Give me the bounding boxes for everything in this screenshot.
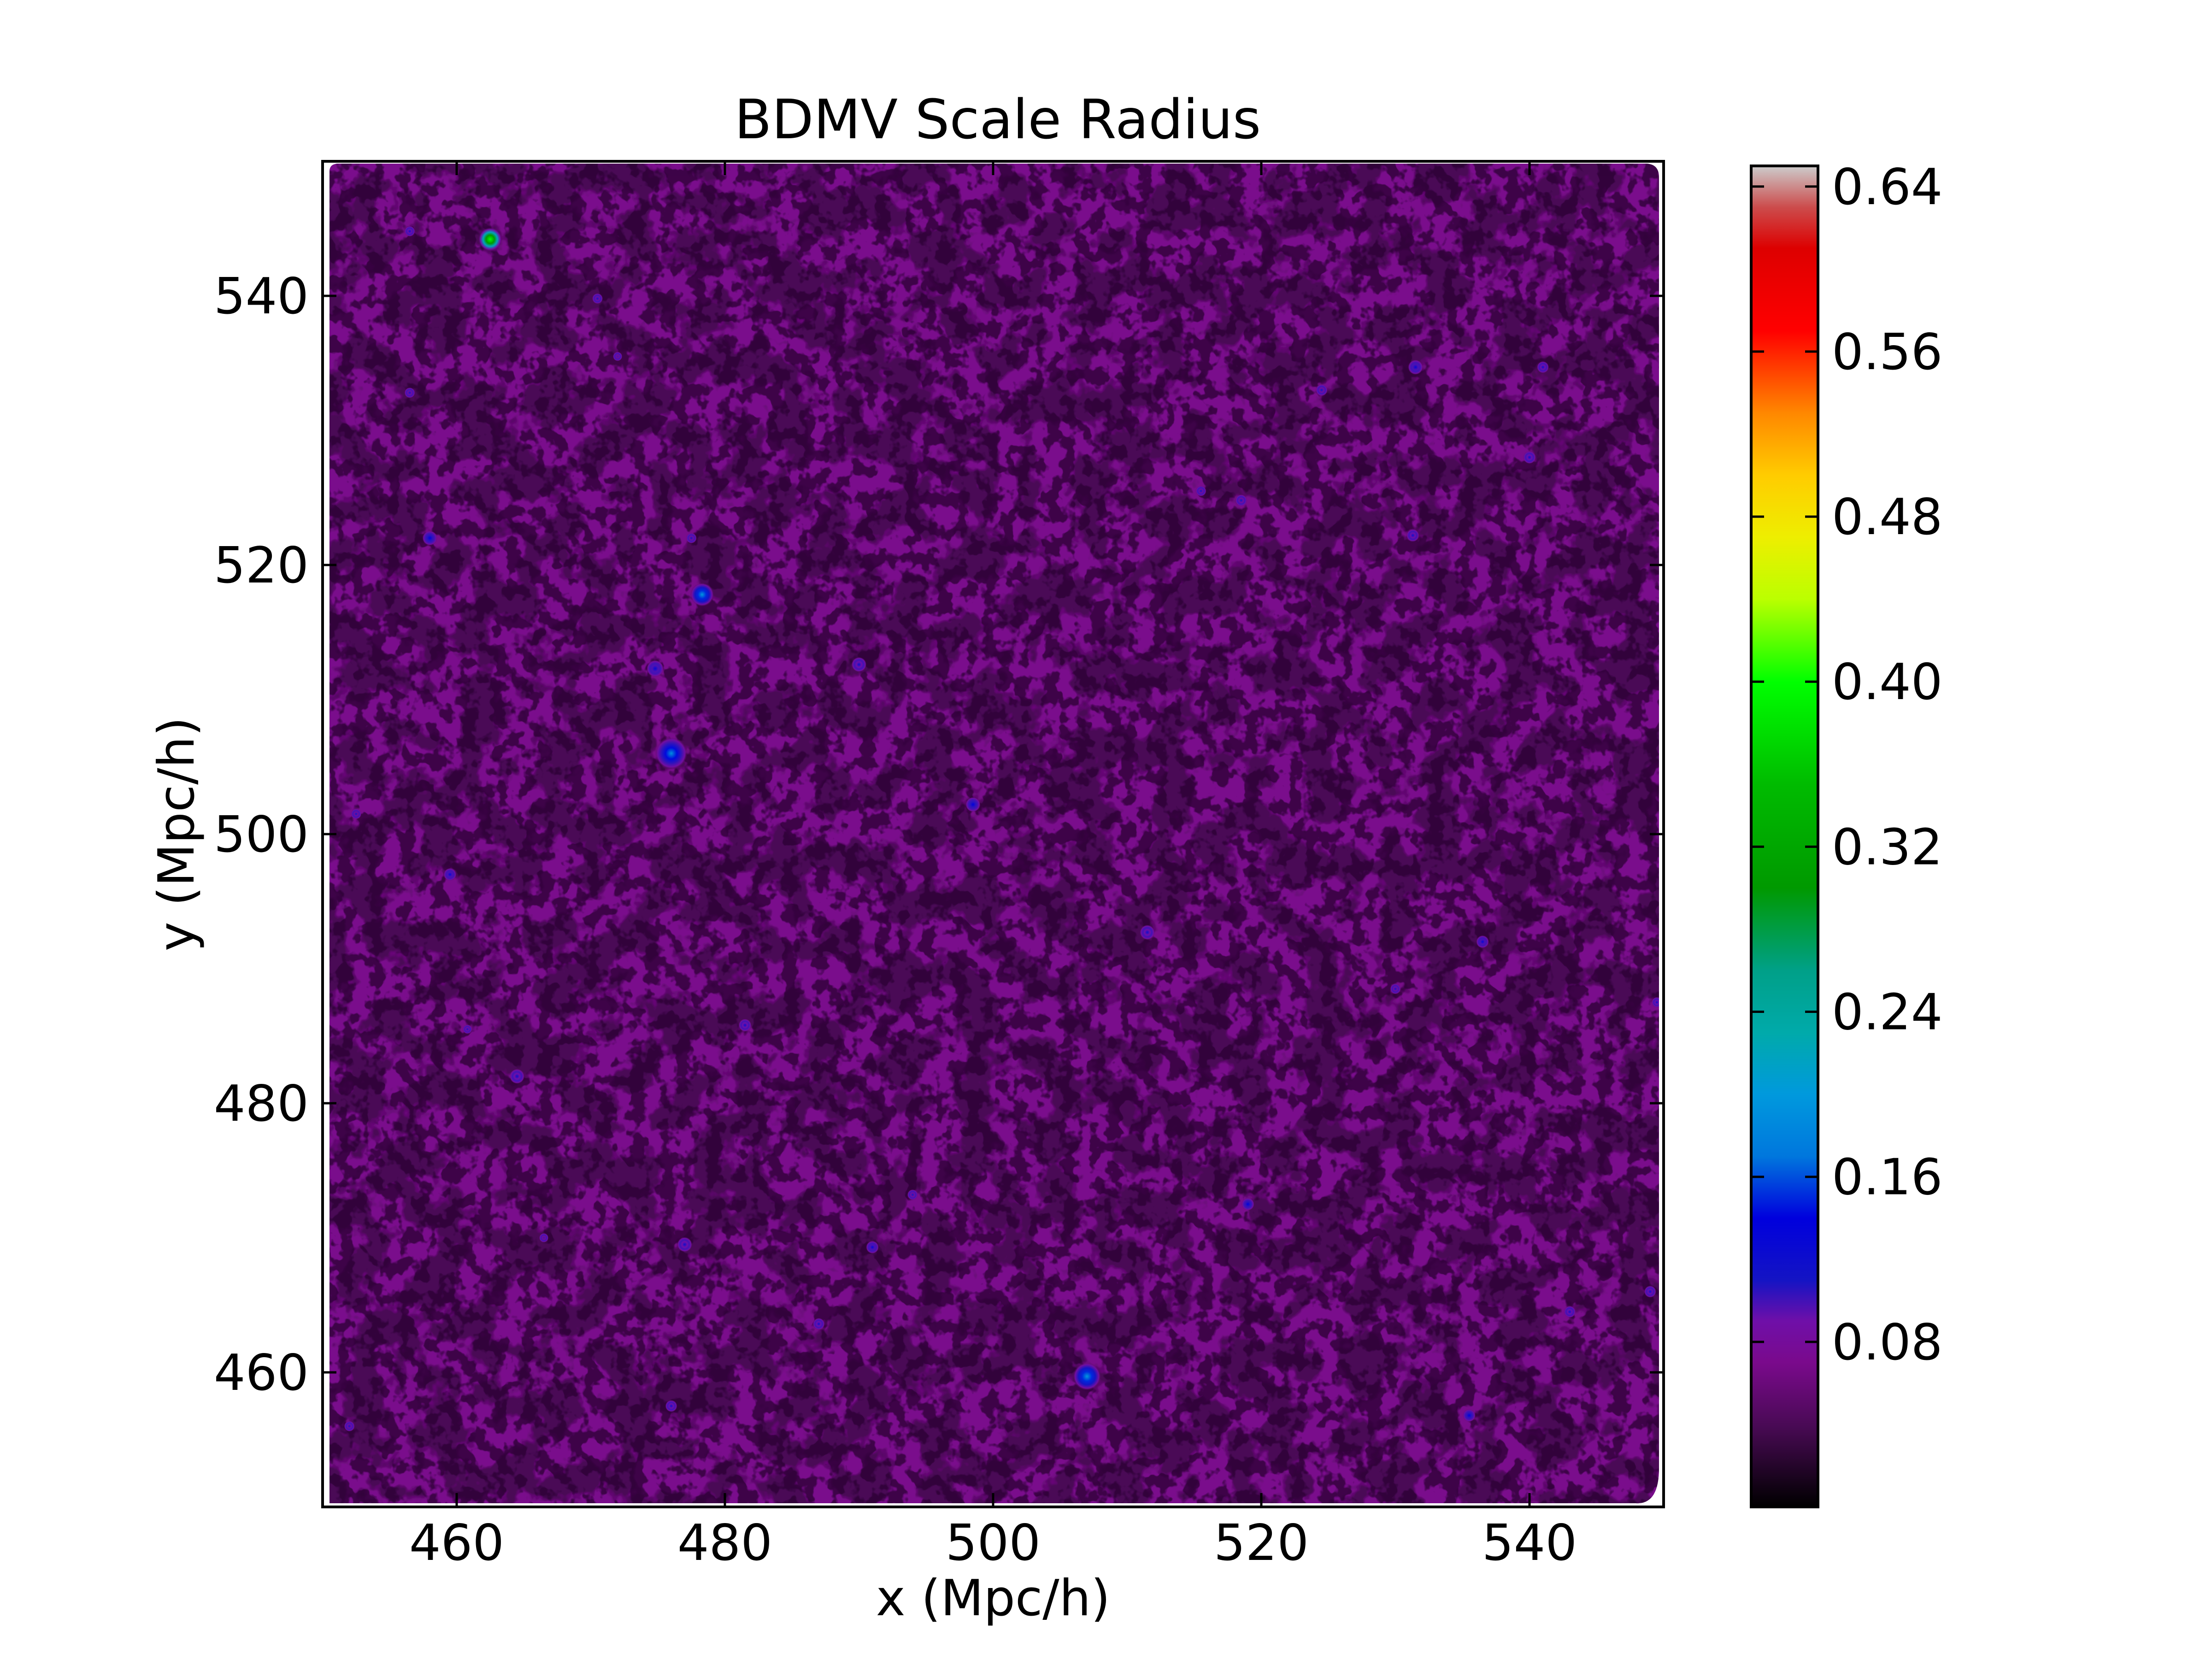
halo-point xyxy=(592,293,603,304)
y-tick-label: 460 xyxy=(214,1344,309,1402)
halo-point xyxy=(812,1318,825,1330)
halos-layer xyxy=(344,226,1659,1432)
x-tick-label: 500 xyxy=(946,1514,1041,1572)
halo-point xyxy=(665,1400,677,1412)
halo-point xyxy=(647,660,664,677)
x-tick-label: 540 xyxy=(1482,1514,1577,1572)
halo-point xyxy=(677,1237,692,1252)
colorbar-ticks: 0.08 0.16 0.24 0.32 0.40 0.48 0.56 0.64 xyxy=(1751,159,1942,1371)
x-tick-label: 520 xyxy=(1214,1514,1309,1572)
colorbar-tick-label: 0.56 xyxy=(1832,324,1942,381)
colorbar-tick-label: 0.64 xyxy=(1832,159,1942,216)
colorbar-tick-label: 0.48 xyxy=(1832,488,1942,546)
halo-point xyxy=(1315,384,1328,396)
plot-area: 460 480 500 520 540 460 480 500 520 540 xyxy=(214,160,1665,1572)
halo-point xyxy=(1195,485,1206,497)
halo-point xyxy=(1523,451,1536,464)
y-axis-label: y (Mpc/h) xyxy=(148,717,206,951)
halo-point xyxy=(443,868,457,881)
y-tick-label: 520 xyxy=(214,537,309,594)
x-axis: 460 480 500 520 540 xyxy=(409,161,1577,1572)
colorbar-fill xyxy=(1751,166,1818,1507)
halo-point xyxy=(1073,1362,1101,1391)
halo-point xyxy=(907,1189,918,1200)
halo-point xyxy=(404,226,415,237)
x-tick-label: 480 xyxy=(677,1514,772,1572)
y-tick-label: 480 xyxy=(214,1075,309,1133)
halo-point xyxy=(478,227,502,251)
halo-point xyxy=(1564,1306,1576,1318)
halo-point xyxy=(351,808,362,819)
y-tick-label: 500 xyxy=(214,806,309,864)
halo-point xyxy=(1651,997,1659,1008)
colorbar-tick-label: 0.08 xyxy=(1832,1314,1942,1371)
halo-point xyxy=(344,1421,355,1432)
y-tick-label: 540 xyxy=(214,268,309,325)
colorbar-tick-label: 0.32 xyxy=(1832,818,1942,876)
halo-point xyxy=(404,387,415,398)
halo-point xyxy=(1241,1198,1254,1211)
halo-point xyxy=(1463,1409,1476,1422)
halo-point xyxy=(539,1233,549,1243)
y-axis: 460 480 500 520 540 xyxy=(214,268,1664,1402)
halo-point xyxy=(1390,983,1401,994)
halo-point xyxy=(851,657,867,672)
halo-point xyxy=(463,1024,472,1034)
colorbar-tick-label: 0.24 xyxy=(1832,984,1942,1041)
colorbar-tick-label: 0.16 xyxy=(1832,1149,1942,1206)
x-axis-label: x (Mpc/h) xyxy=(876,1570,1110,1627)
halo-point xyxy=(1406,529,1419,542)
halo-point xyxy=(866,1241,879,1254)
halo-point xyxy=(965,797,981,812)
colorbar-tick-label: 0.40 xyxy=(1832,653,1942,711)
x-tick-label: 460 xyxy=(409,1514,504,1572)
halo-point xyxy=(686,532,697,544)
halo-point xyxy=(1644,1285,1656,1298)
halo-point xyxy=(690,582,714,606)
halo-point xyxy=(1408,359,1423,375)
colorbar: 0.08 0.16 0.24 0.32 0.40 0.48 0.56 0.64 xyxy=(1750,159,1942,1508)
halo-point xyxy=(509,1069,525,1084)
halo-point xyxy=(1476,935,1489,948)
halo-point xyxy=(1140,924,1155,940)
halo-point xyxy=(1235,494,1247,506)
halo-point xyxy=(1537,361,1549,373)
field-texture-dark xyxy=(329,164,1659,1504)
halo-point xyxy=(612,352,623,361)
halo-point xyxy=(655,737,688,770)
colorbar-frame xyxy=(1750,165,1819,1508)
chart-title: BDMV Scale Radius xyxy=(735,88,1261,151)
halo-point xyxy=(738,1018,752,1032)
halo-point xyxy=(422,530,438,546)
